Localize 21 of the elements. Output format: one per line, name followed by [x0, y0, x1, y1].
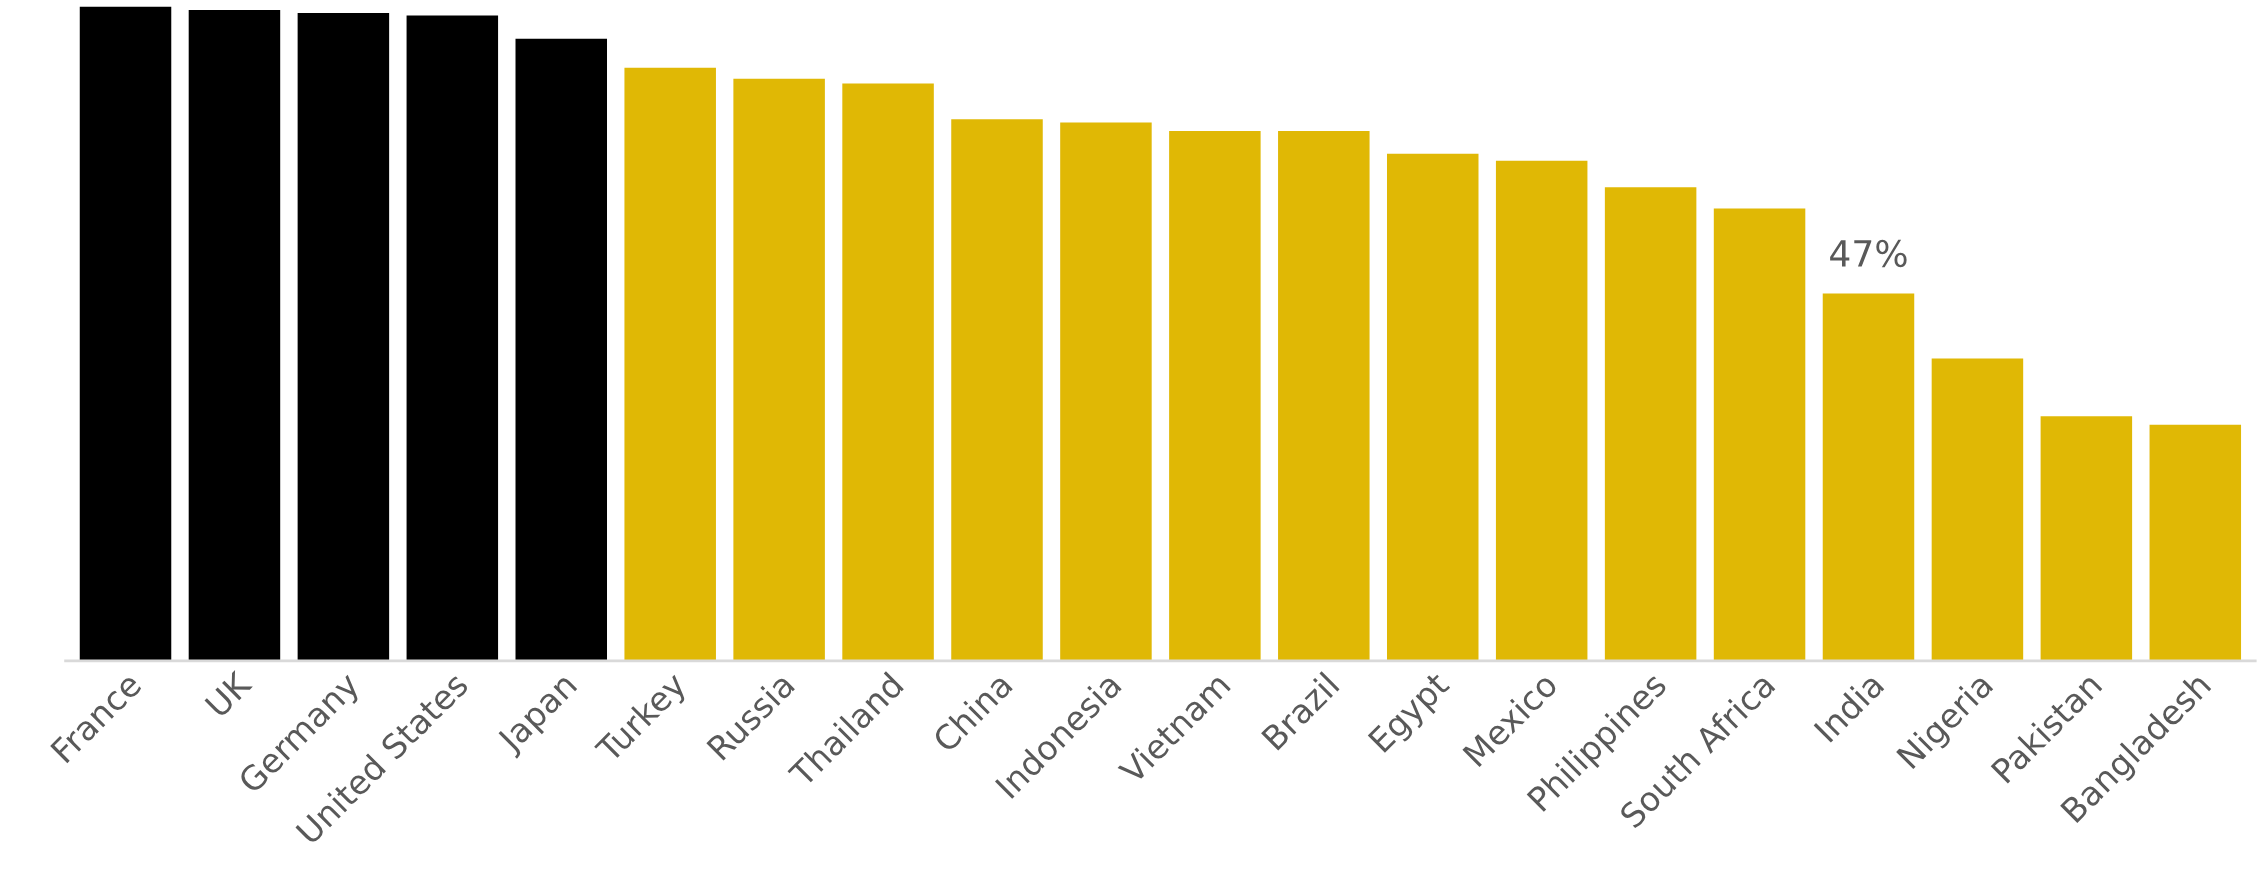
bar	[1822, 293, 1915, 661]
bar	[79, 6, 172, 661]
bar	[1169, 131, 1261, 661]
bar	[1278, 131, 1370, 661]
bar	[1386, 153, 1479, 661]
bar	[1931, 358, 2024, 661]
bar	[515, 38, 608, 661]
bar	[406, 15, 499, 661]
bar	[2040, 416, 2133, 661]
bar	[188, 9, 281, 661]
bar	[1495, 160, 1588, 661]
bar	[624, 67, 716, 661]
bar	[2149, 424, 2242, 661]
bar	[297, 13, 390, 661]
bar	[951, 119, 1043, 661]
data-label: 47%	[1830, 239, 1907, 268]
bar	[1060, 122, 1152, 661]
bar	[842, 83, 934, 661]
bar	[1713, 208, 1806, 661]
bar	[733, 78, 825, 661]
bar	[1604, 187, 1697, 661]
